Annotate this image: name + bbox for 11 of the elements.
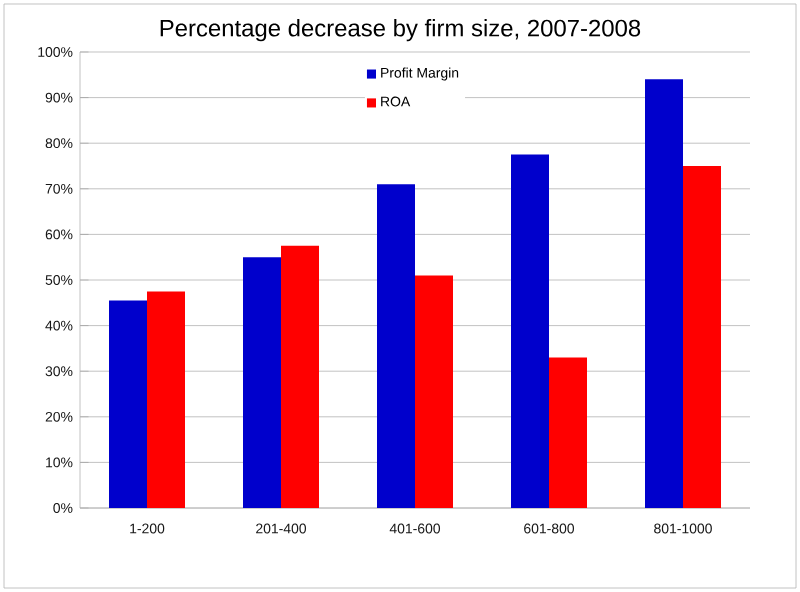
bar	[109, 300, 147, 508]
bar	[683, 166, 721, 508]
bar	[549, 357, 587, 508]
bar	[377, 184, 415, 508]
bar	[415, 275, 453, 508]
bar	[243, 257, 281, 508]
bar	[147, 291, 185, 508]
bar	[281, 245, 319, 508]
bar	[645, 79, 683, 508]
bar	[511, 154, 549, 508]
chart-title: Percentage decrease by firm size, 2007-2008	[160, 19, 641, 42]
